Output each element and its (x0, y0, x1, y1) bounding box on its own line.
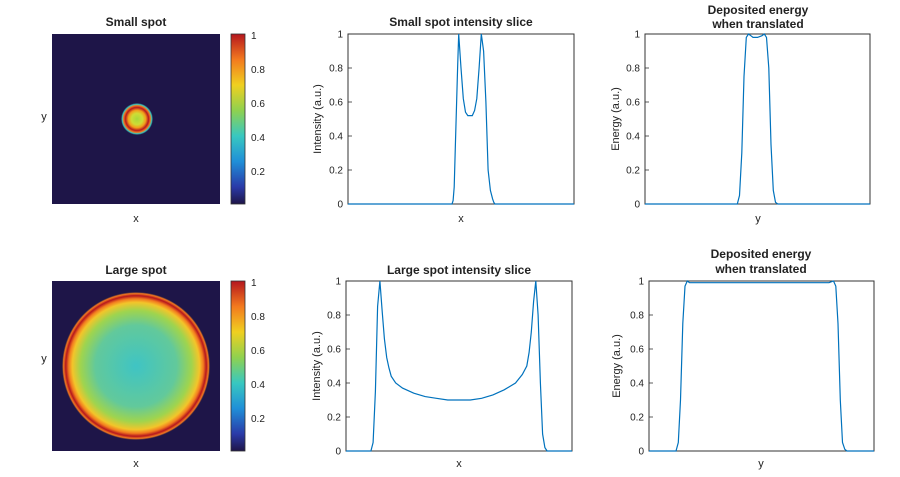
small-spot-image-panel: Small spot x y 0.2 0.4 0.6 0.8 1 (41, 15, 265, 225)
y-tick-label: 1 (335, 277, 341, 288)
y-tick-label: 0.6 (630, 345, 644, 356)
small-spot-slice-axes-box (347, 33, 575, 205)
small-spot-image-ylabel: y (41, 111, 47, 123)
small-spot-image-title: Small spot (106, 15, 167, 29)
large-spot-energy-title: Deposited energy (711, 247, 812, 261)
large-spot-energy-yticks: 0 0.2 0.4 0.6 0.8 1 (630, 277, 653, 458)
colorbar-tick-label: 0.2 (251, 167, 265, 178)
small-spot-disk (121, 103, 153, 135)
large-spot-slice-axes-box (345, 280, 573, 452)
small-spot-energy-title: Deposited energy (708, 3, 809, 17)
y-tick-label: 1 (634, 30, 640, 41)
large-spot-energy-ylabel: Energy (a.u.) (611, 334, 623, 398)
small-spot-energy-panel: Deposited energy when translated 0 0.2 0.4… (610, 3, 871, 225)
y-tick-label: 0.2 (329, 166, 343, 177)
small-spot-image-xlabel: x (133, 213, 139, 225)
y-tick-label: 0.2 (327, 413, 341, 424)
large-spot-energy-series (649, 280, 874, 452)
small-spot-energy-axes-box (644, 33, 871, 205)
colorbar-tick-label: 0.8 (251, 65, 265, 76)
small-spot-energy-yticks: 0 0.2 0.4 0.6 0.8 1 (626, 30, 649, 211)
large-spot-disk (62, 292, 210, 440)
y-tick-label: 0.8 (327, 311, 341, 322)
y-tick-label: 0.8 (329, 64, 343, 75)
small-spot-energy-xlabel: y (755, 213, 761, 225)
y-tick-label: 0.2 (630, 413, 644, 424)
small-spot-slice-xlabel: x (458, 213, 464, 225)
large-spot-image-ylabel: y (41, 353, 47, 365)
large-spot-slice-ylabel: Intensity (a.u.) (311, 331, 323, 401)
y-tick-label: 0.6 (329, 98, 343, 109)
y-tick-label: 0 (335, 447, 341, 458)
small-spot-colorbar-ticks: 0.2 0.4 0.6 0.8 1 (251, 31, 265, 178)
colorbar-tick-label: 1 (251, 278, 257, 289)
y-tick-label: 0.2 (626, 166, 640, 177)
large-spot-slice-yticks: 0 0.2 0.4 0.6 0.8 1 (327, 277, 350, 458)
colorbar-tick-label: 0.6 (251, 99, 265, 110)
large-spot-slice-series (346, 280, 572, 452)
small-spot-slice-series (348, 33, 574, 205)
small-spot-slice-ylabel: Intensity (a.u.) (312, 84, 324, 154)
colorbar-tick-label: 0.8 (251, 312, 265, 323)
large-spot-energy-panel: Deposited energy when translated 0 0.2 0.4… (611, 247, 875, 470)
large-spot-image-xlabel: x (133, 458, 139, 470)
small-spot-slice-yticks: 0 0.2 0.4 0.6 0.8 1 (329, 30, 352, 211)
large-spot-image-panel: Large spot x y 0.2 0.4 0.6 0.8 1 (41, 263, 265, 470)
colorbar-tick-label: 0.4 (251, 380, 265, 391)
colorbar-tick-label: 0.4 (251, 133, 265, 144)
y-tick-label: 0.4 (329, 132, 343, 143)
y-tick-label: 0 (638, 447, 644, 458)
y-tick-label: 0.4 (626, 132, 640, 143)
colorbar-tick-label: 1 (251, 31, 257, 42)
large-spot-slice-panel: Large spot intensity slice 0 0.2 0.4 0.6 0.8… (311, 263, 573, 470)
large-spot-slice-title: Large spot intensity slice (387, 263, 531, 277)
small-spot-slice-title: Small spot intensity slice (389, 15, 533, 29)
large-spot-energy-xlabel: y (758, 458, 764, 470)
small-spot-energy-series (645, 33, 870, 205)
y-tick-label: 1 (638, 277, 644, 288)
y-tick-label: 0.8 (626, 64, 640, 75)
y-tick-label: 0 (634, 200, 640, 211)
large-spot-energy-axes-box (648, 280, 875, 452)
y-tick-label: 0.6 (626, 98, 640, 109)
y-tick-label: 1 (337, 30, 343, 41)
colorbar-tick-label: 0.6 (251, 346, 265, 357)
small-spot-energy-ylabel: Energy (a.u.) (610, 87, 622, 151)
y-tick-label: 0 (337, 200, 343, 211)
large-spot-colorbar-ticks: 0.2 0.4 0.6 0.8 1 (251, 278, 265, 425)
large-spot-energy-subtitle: when translated (714, 262, 806, 276)
y-tick-label: 0.8 (630, 311, 644, 322)
y-tick-label: 0.4 (327, 379, 341, 390)
colorbar-tick-label: 0.2 (251, 414, 265, 425)
y-tick-label: 0.6 (327, 345, 341, 356)
y-tick-label: 0.4 (630, 379, 644, 390)
small-spot-slice-panel: Small spot intensity slice 0 0.2 0.4 0.6 0.8… (312, 15, 575, 225)
small-spot-colorbar (230, 33, 246, 205)
small-spot-energy-subtitle: when translated (711, 17, 803, 31)
large-spot-image-title: Large spot (105, 263, 166, 277)
large-spot-colorbar (230, 280, 246, 452)
large-spot-slice-xlabel: x (456, 458, 462, 470)
